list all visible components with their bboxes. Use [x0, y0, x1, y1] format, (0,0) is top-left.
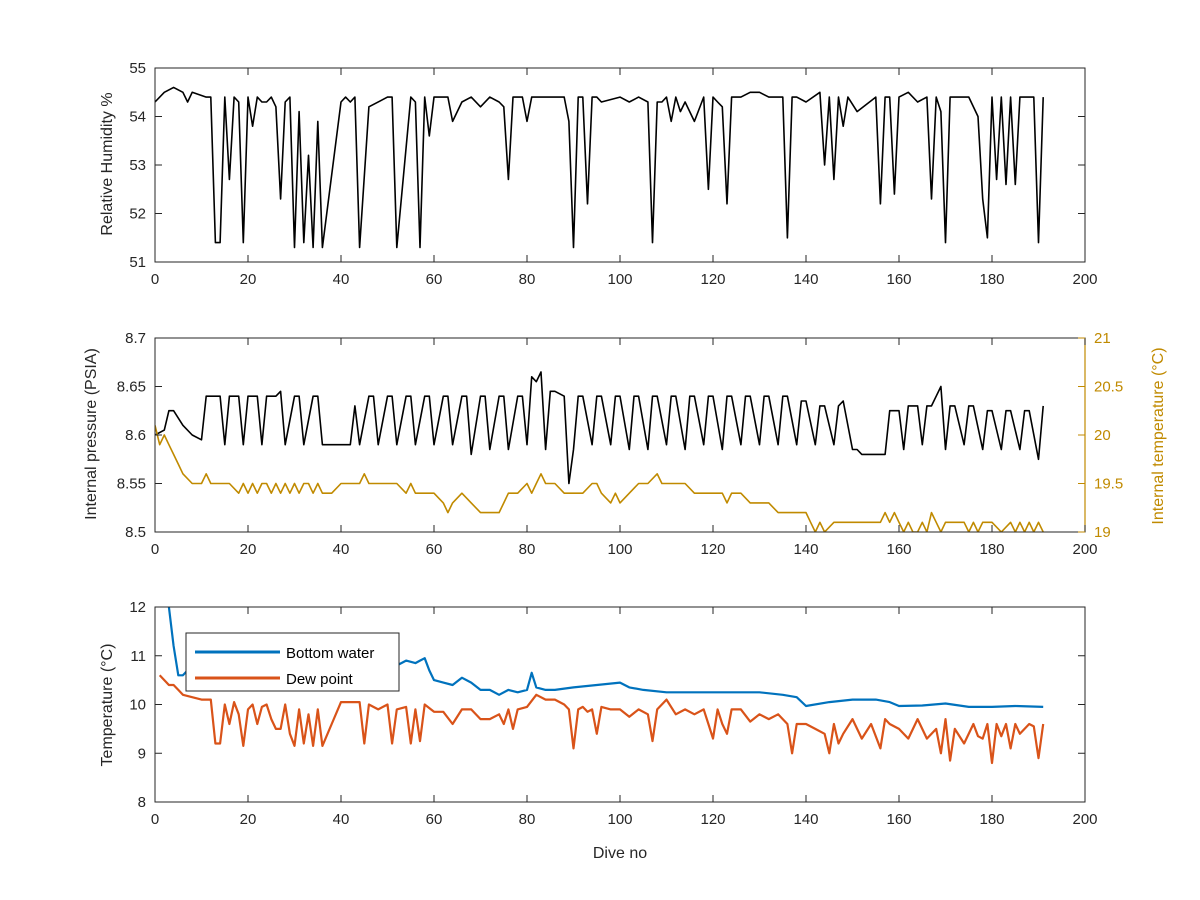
humidity-xtick-label: 140: [793, 271, 818, 288]
pressure-series-0-line: [155, 371, 1044, 485]
humidity-xtick-label: 120: [700, 271, 725, 288]
humidity-ylabel: Relative Humidity %: [99, 92, 116, 235]
humidity-xtick-label: 40: [333, 271, 350, 288]
humidity-xtick-label: 20: [240, 271, 257, 288]
legend-label-dew-point: Dew point: [286, 671, 354, 688]
humidity-xtick-label: 160: [886, 271, 911, 288]
temperature-ytick-label: 8: [138, 794, 146, 811]
humidity-xtick-label: 0: [151, 271, 159, 288]
humidity-panel: 0 20 40 60 80 100 120 140 160 180 200 51 52 53 54 55: [129, 60, 1097, 288]
pressure-xtick-label: 60: [426, 541, 443, 558]
temperature-xtick-label: 100: [607, 811, 632, 828]
pressure-xtick-label: 20: [240, 541, 257, 558]
pressure-ytick-label: 8.55: [117, 476, 146, 493]
temperature-xtick-label: 80: [519, 811, 536, 828]
humidity-xtick-label: 100: [607, 271, 632, 288]
pressure-xtick-label: 200: [1072, 541, 1097, 558]
humidity-series-0-line: [155, 86, 1044, 249]
pressure-xtick-label: 120: [700, 541, 725, 558]
temperature-xtick-label: 160: [886, 811, 911, 828]
pressure-ylabel: Internal pressure (PSIA): [83, 348, 100, 520]
pressure-right-ytick-label: 20: [1094, 427, 1111, 444]
temperature-right-ylabel: Internal temperature (°C): [1150, 347, 1167, 524]
humidity-xtick-label: 60: [426, 271, 443, 288]
pressure-xtick-label: 140: [793, 541, 818, 558]
humidity-ytick-label: 52: [129, 206, 146, 223]
temperature-xtick-label: 180: [979, 811, 1004, 828]
legend-box: [185, 632, 400, 692]
temperature-ytick-label: 10: [129, 697, 146, 714]
pressure-xtick-label: 0: [151, 541, 159, 558]
temperature-ytick-label: 9: [138, 745, 146, 762]
pressure-ytick-label: 8.65: [117, 379, 146, 396]
pressure-xtick-label: 40: [333, 541, 350, 558]
pressure-right-ytick-label: 20.5: [1094, 379, 1123, 396]
pressure-right-ytick-label: 21: [1094, 330, 1111, 347]
pressure-right-ytick-label: 19.5: [1094, 476, 1123, 493]
temperature-xtick-label: 120: [700, 811, 725, 828]
temperature-dew-point-line: [158, 674, 1045, 765]
pressure-ytick-label: 8.6: [125, 427, 146, 444]
pressure-temperature-line: [155, 425, 1044, 532]
humidity-ytick-label: 51: [129, 254, 146, 271]
pressure-xtick-label: 160: [886, 541, 911, 558]
legend-label-bottom-water: Bottom water: [286, 645, 374, 662]
temperature-xtick-label: 60: [426, 811, 443, 828]
temperature-ytick-label: 11: [130, 648, 146, 665]
temperature-ytick-label: 12: [129, 599, 146, 616]
temperature-ylabel: Temperature (°C): [99, 644, 116, 767]
pressure-panel: 0 20 40 60 80 100 120 140 160 180 200 8.5 8.55 8.6 8.6…: [117, 330, 1123, 558]
humidity-ytick-label: 53: [129, 157, 146, 174]
humidity-xtick-label: 180: [979, 271, 1004, 288]
temperature-xtick-label: 200: [1072, 811, 1097, 828]
humidity-ytick-label: 54: [129, 109, 146, 126]
pressure-xtick-label: 80: [519, 541, 536, 558]
temperature-xtick-label: 40: [333, 811, 350, 828]
humidity-xtick-label: 80: [519, 271, 536, 288]
pressure-right-ytick-label: 19: [1094, 524, 1111, 541]
temperature-xtick-label: 140: [793, 811, 818, 828]
legend: Bottom water Dew point: [185, 632, 400, 692]
pressure-ytick-label: 8.5: [125, 524, 146, 541]
pressure-ytick-label: 8.7: [125, 330, 146, 347]
temperature-xtick-label: 20: [240, 811, 257, 828]
temperature-xtick-label: 0: [151, 811, 159, 828]
humidity-xtick-label: 200: [1072, 271, 1097, 288]
humidity-ytick-label: 55: [129, 60, 146, 77]
pressure-xtick-label: 180: [979, 541, 1004, 558]
pressure-xtick-label: 100: [607, 541, 632, 558]
temperature-xlabel: Dive no: [593, 845, 647, 862]
